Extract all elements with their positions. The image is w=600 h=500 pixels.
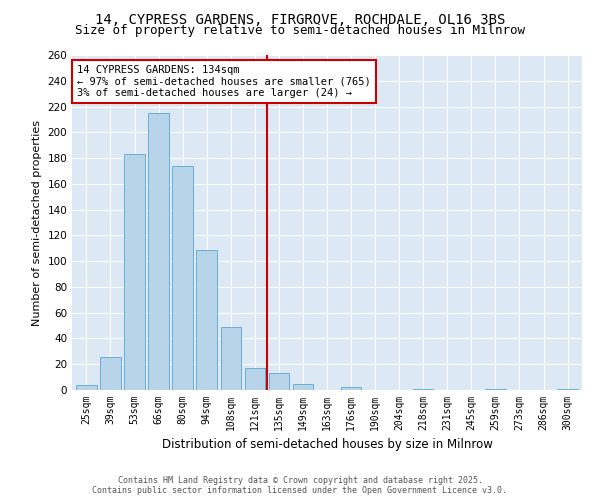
Text: Contains HM Land Registry data © Crown copyright and database right 2025.
Contai: Contains HM Land Registry data © Crown c… bbox=[92, 476, 508, 495]
Bar bbox=[100, 356, 121, 390]
Bar bbox=[485, 388, 506, 390]
Text: 14 CYPRESS GARDENS: 134sqm
← 97% of semi-detached houses are smaller (765)
3% of: 14 CYPRESS GARDENS: 134sqm ← 97% of semi… bbox=[77, 65, 371, 98]
Bar bbox=[245, 368, 265, 390]
Bar bbox=[76, 385, 97, 390]
Text: 14, CYPRESS GARDENS, FIRGROVE, ROCHDALE, OL16 3BS: 14, CYPRESS GARDENS, FIRGROVE, ROCHDALE,… bbox=[95, 12, 505, 26]
Bar bbox=[196, 250, 217, 390]
Text: Size of property relative to semi-detached houses in Milnrow: Size of property relative to semi-detach… bbox=[75, 24, 525, 37]
Bar bbox=[557, 388, 578, 390]
Bar bbox=[269, 373, 289, 390]
Y-axis label: Number of semi-detached properties: Number of semi-detached properties bbox=[32, 120, 42, 326]
Bar bbox=[293, 384, 313, 390]
Bar bbox=[148, 113, 169, 390]
Bar bbox=[172, 166, 193, 390]
Bar bbox=[124, 154, 145, 390]
X-axis label: Distribution of semi-detached houses by size in Milnrow: Distribution of semi-detached houses by … bbox=[161, 438, 493, 452]
Bar bbox=[341, 388, 361, 390]
Bar bbox=[221, 327, 241, 390]
Bar bbox=[413, 388, 433, 390]
